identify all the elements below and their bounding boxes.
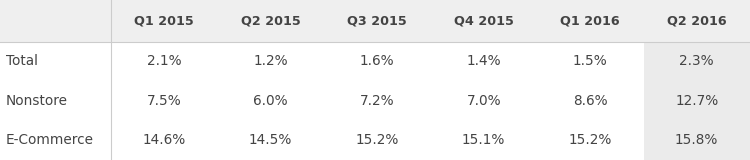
Text: 14.5%: 14.5% [249, 133, 292, 147]
Text: 15.2%: 15.2% [568, 133, 612, 147]
Text: 15.2%: 15.2% [356, 133, 399, 147]
Text: Q4 2015: Q4 2015 [454, 14, 514, 27]
Text: Q1 2015: Q1 2015 [134, 14, 194, 27]
Text: 1.2%: 1.2% [254, 54, 288, 68]
Bar [0, 0, 750, 42]
Text: Q3 2015: Q3 2015 [347, 14, 407, 27]
Text: 2.1%: 2.1% [147, 54, 182, 68]
Text: 1.6%: 1.6% [360, 54, 394, 68]
Text: 15.8%: 15.8% [675, 133, 718, 147]
Text: Q1 2016: Q1 2016 [560, 14, 620, 27]
Text: Q2 2015: Q2 2015 [241, 14, 301, 27]
Text: 1.4%: 1.4% [466, 54, 501, 68]
Text: 7.0%: 7.0% [466, 94, 501, 108]
Text: 6.0%: 6.0% [254, 94, 288, 108]
Text: 8.6%: 8.6% [573, 94, 608, 108]
Text: 12.7%: 12.7% [675, 94, 718, 108]
Text: Q2 2016: Q2 2016 [667, 14, 727, 27]
Text: E-Commerce: E-Commerce [6, 133, 94, 147]
Bar [644, 0, 750, 160]
Text: Nonstore: Nonstore [6, 94, 68, 108]
Text: Total: Total [6, 54, 38, 68]
Text: 1.5%: 1.5% [573, 54, 608, 68]
Text: 15.1%: 15.1% [462, 133, 506, 147]
Text: 2.3%: 2.3% [680, 54, 714, 68]
Text: 14.6%: 14.6% [142, 133, 186, 147]
Text: 7.5%: 7.5% [147, 94, 182, 108]
Text: 7.2%: 7.2% [360, 94, 394, 108]
